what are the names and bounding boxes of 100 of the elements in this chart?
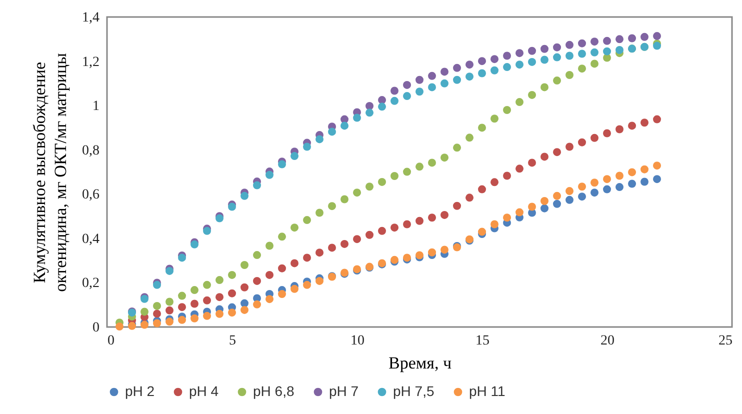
point xyxy=(328,202,336,210)
point xyxy=(590,48,598,56)
point xyxy=(178,292,186,300)
point xyxy=(478,228,486,236)
y-tick-label: 1 xyxy=(92,99,100,114)
y-tick-label: 0 xyxy=(92,320,100,336)
point xyxy=(428,248,436,256)
point xyxy=(166,298,174,306)
point xyxy=(203,312,211,320)
x-tick-label: 0 xyxy=(108,334,114,348)
legend-label: pH 6,8 xyxy=(253,383,294,399)
legend-label: pH 7,5 xyxy=(393,383,434,399)
point xyxy=(278,264,286,272)
point xyxy=(340,195,348,204)
point xyxy=(590,188,598,197)
point xyxy=(478,124,486,132)
point xyxy=(603,185,611,194)
legend-label: pH 11 xyxy=(469,383,506,399)
point xyxy=(390,172,398,180)
point xyxy=(340,122,348,130)
point xyxy=(278,160,286,168)
point xyxy=(440,79,448,88)
point xyxy=(540,83,548,92)
point xyxy=(328,244,336,252)
point xyxy=(290,152,298,160)
point xyxy=(603,129,611,138)
point xyxy=(190,300,198,308)
point xyxy=(403,220,411,228)
point xyxy=(153,302,161,310)
point xyxy=(378,96,386,104)
point xyxy=(266,170,274,179)
point xyxy=(216,310,224,318)
point xyxy=(466,60,474,69)
legend-label: pH 2 xyxy=(125,383,155,399)
point xyxy=(240,192,248,200)
point xyxy=(578,50,586,58)
point xyxy=(366,108,374,117)
point xyxy=(540,197,548,205)
point xyxy=(153,310,161,318)
point xyxy=(628,180,636,188)
point xyxy=(616,183,624,192)
point xyxy=(640,32,648,41)
point xyxy=(590,38,598,46)
point xyxy=(566,142,574,151)
x-tick-label: 25 xyxy=(718,334,732,348)
point xyxy=(416,216,424,225)
point xyxy=(428,72,436,80)
point xyxy=(240,261,248,269)
point xyxy=(116,322,124,331)
point xyxy=(640,165,648,174)
point xyxy=(240,299,248,308)
point xyxy=(616,46,624,54)
point xyxy=(278,232,286,241)
point xyxy=(266,242,274,250)
point xyxy=(316,248,324,257)
point xyxy=(366,182,374,191)
point xyxy=(403,80,411,89)
point xyxy=(316,208,324,217)
point xyxy=(478,57,486,66)
point xyxy=(190,286,198,294)
point xyxy=(253,300,261,308)
point xyxy=(253,181,261,190)
point xyxy=(316,276,324,285)
point xyxy=(353,188,361,197)
point xyxy=(353,235,361,244)
point xyxy=(253,251,261,260)
y-tick-label: 0,6 xyxy=(82,188,100,203)
point xyxy=(503,172,511,180)
point xyxy=(640,118,648,127)
point xyxy=(528,58,536,66)
point xyxy=(628,34,636,42)
point xyxy=(528,202,536,211)
point xyxy=(616,125,624,134)
point xyxy=(553,43,561,52)
point xyxy=(178,254,186,262)
point xyxy=(590,60,598,68)
point xyxy=(490,55,498,64)
x-axis-title: Время, ч xyxy=(388,354,452,372)
point xyxy=(378,226,386,235)
legend-label: pH 4 xyxy=(189,383,219,399)
point xyxy=(603,175,611,184)
point xyxy=(353,114,361,122)
point xyxy=(240,306,248,314)
point xyxy=(390,224,398,232)
y-tick-label: 0,2 xyxy=(82,276,100,292)
point xyxy=(290,259,298,268)
point xyxy=(540,56,548,64)
y-tick-label: 1,4 xyxy=(82,10,100,26)
point xyxy=(490,178,498,186)
y-axis-title: Кумулятивное высвобождение октенидина, мг ОКТ/мг матрицы xyxy=(30,52,70,292)
point xyxy=(178,316,186,324)
point xyxy=(466,194,474,202)
point xyxy=(453,76,461,84)
point xyxy=(366,230,374,239)
point xyxy=(303,280,311,289)
point xyxy=(378,102,386,111)
point xyxy=(140,308,148,316)
point xyxy=(416,76,424,84)
point xyxy=(366,102,374,110)
point xyxy=(178,303,186,312)
